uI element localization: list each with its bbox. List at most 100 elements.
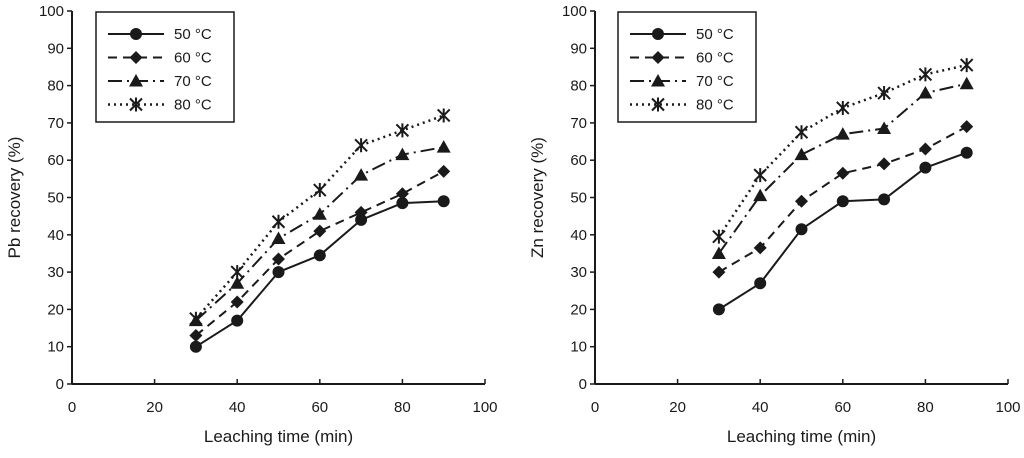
y-tick-label: 100 <box>39 3 64 20</box>
data-point <box>712 303 725 316</box>
x-tick-label: 100 <box>995 399 1020 416</box>
y-tick-label: 80 <box>570 78 587 95</box>
series-asterisk <box>712 58 974 244</box>
y-tick-label: 40 <box>47 227 64 244</box>
data-point <box>919 161 932 174</box>
data-point <box>436 140 451 153</box>
y-tick-label: 30 <box>570 264 587 281</box>
legend-marker <box>652 28 664 40</box>
y-tick-label: 60 <box>570 152 587 169</box>
data-point <box>877 86 891 101</box>
y-tick-label: 70 <box>570 115 587 132</box>
y-tick-label: 90 <box>47 40 64 57</box>
x-tick-label: 20 <box>669 399 686 416</box>
legend-label: 60 °C <box>696 50 734 67</box>
legend: 50 °C 60 °C 70 °C 80 °C <box>617 11 757 123</box>
legend-label: 70 °C <box>696 73 734 90</box>
data-point <box>230 265 244 280</box>
legend-label: 50 °C <box>174 26 212 43</box>
legend-label: 80 °C <box>174 97 212 114</box>
x-tick-label: 0 <box>591 399 599 416</box>
y-tick-label: 10 <box>47 339 64 356</box>
data-point <box>313 224 327 238</box>
data-point <box>960 120 974 134</box>
data-point <box>396 197 409 210</box>
data-point <box>959 58 974 73</box>
data-point <box>836 100 850 115</box>
series-circle <box>712 146 973 316</box>
data-point <box>189 340 202 353</box>
y-tick-label: 30 <box>47 264 64 281</box>
data-point <box>877 121 892 134</box>
x-tick-label: 100 <box>472 399 497 416</box>
y-tick-label: 50 <box>47 190 64 207</box>
legend-label: 50 °C <box>696 26 734 43</box>
data-point <box>918 142 932 156</box>
series-diamond <box>712 120 974 279</box>
data-point <box>230 295 244 309</box>
y-tick-label: 10 <box>570 339 587 356</box>
y-tick-label: 20 <box>570 301 587 318</box>
data-point <box>436 108 451 123</box>
x-axis-title: Leaching time (min) <box>727 427 876 446</box>
legend-marker <box>651 97 665 112</box>
y-tick-label: 100 <box>562 3 587 20</box>
data-point <box>877 157 891 171</box>
data-point <box>711 246 726 259</box>
series-asterisk <box>189 108 451 326</box>
data-point <box>918 86 933 99</box>
data-point <box>354 205 368 219</box>
data-point <box>918 67 933 82</box>
x-tick-label: 40 <box>229 399 246 416</box>
x-tick-label: 80 <box>394 399 411 416</box>
data-point <box>189 311 203 326</box>
legend-label: 70 °C <box>174 73 212 90</box>
y-tick-label: 0 <box>56 376 64 393</box>
data-point <box>313 183 327 198</box>
legend-label: 80 °C <box>696 97 734 114</box>
y-tick-label: 90 <box>570 40 587 57</box>
data-point <box>836 166 850 180</box>
y-tick-label: 50 <box>570 190 587 207</box>
y-axis-title: Pb recovery (%) <box>5 137 24 259</box>
data-point <box>355 213 368 226</box>
data-point <box>437 164 451 178</box>
y-tick-label: 40 <box>570 227 587 244</box>
data-point <box>231 314 244 327</box>
y-axis-title: Zn recovery (%) <box>528 137 547 258</box>
data-point <box>794 147 809 161</box>
x-tick-label: 40 <box>752 399 769 416</box>
data-point <box>271 231 286 245</box>
data-point <box>835 127 850 140</box>
legend-marker <box>130 28 142 40</box>
x-tick-label: 20 <box>146 399 163 416</box>
data-point <box>794 125 809 140</box>
legend-box <box>617 11 757 123</box>
data-point <box>712 265 726 279</box>
zn-recovery-chart: 0 10 20 30 40 50 60 70 80 90 100 0 20 40 60 80 100 Leachi… <box>528 3 1021 446</box>
pb-recovery-chart: 0 10 20 30 40 50 60 70 80 90 100 0 20 40 60 80 100 Leachi… <box>5 3 498 446</box>
data-point <box>354 168 369 181</box>
data-point <box>959 76 974 90</box>
data-point <box>712 229 726 244</box>
y-tick-label: 20 <box>47 301 64 318</box>
legend: 50 °C 60 °C 70 °C 80 °C <box>95 11 235 123</box>
legend-box <box>95 11 235 123</box>
data-point <box>960 146 973 159</box>
x-tick-label: 0 <box>68 399 76 416</box>
legend-marker <box>129 51 143 64</box>
data-point <box>272 252 285 266</box>
x-tick-label: 60 <box>834 399 851 416</box>
x-axis-title: Leaching time (min) <box>204 427 353 446</box>
data-point <box>230 276 245 289</box>
x-tick-label: 80 <box>917 399 934 416</box>
data-point <box>313 249 326 262</box>
data-point <box>312 207 327 220</box>
data-point <box>271 214 286 229</box>
y-tick-label: 80 <box>47 78 64 95</box>
data-point <box>795 223 808 236</box>
data-point <box>754 277 767 290</box>
data-point <box>795 194 808 208</box>
series-circle <box>189 195 450 353</box>
data-point <box>836 195 849 208</box>
